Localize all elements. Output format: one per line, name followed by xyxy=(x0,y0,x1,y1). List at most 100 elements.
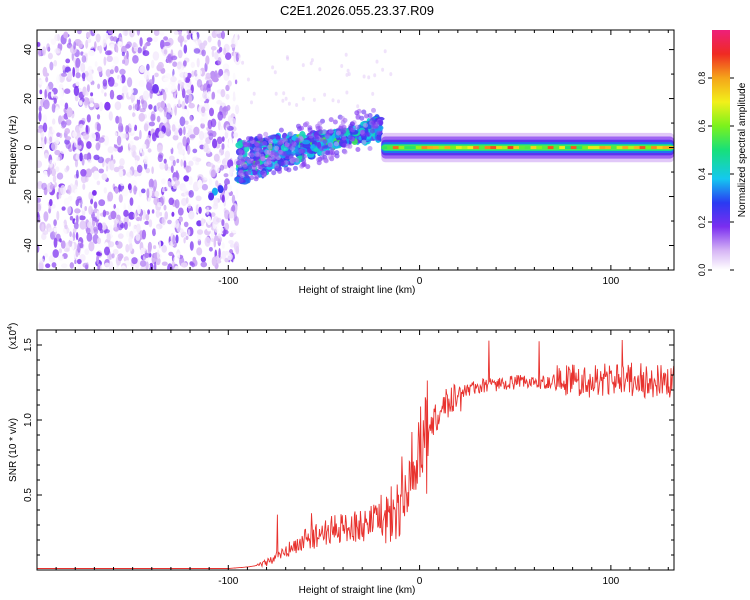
spectrogram-cell xyxy=(305,164,311,170)
spectrogram-cell xyxy=(306,148,312,154)
snr-ytick-label: 1.0 xyxy=(23,413,34,427)
spectrogram-cell xyxy=(120,182,125,186)
spectrogram-cell xyxy=(231,194,236,204)
spectrogram-cell xyxy=(130,145,137,152)
spectrogram-cell xyxy=(158,106,164,114)
snr-ytick-label: 0.5 xyxy=(23,488,34,502)
spectrogram-cell xyxy=(101,173,108,181)
spectrogram-cell xyxy=(616,146,623,150)
spectrogram-cell xyxy=(140,247,144,256)
spectrogram-cell xyxy=(152,51,160,61)
spectrogram-cell xyxy=(576,146,583,150)
spectrogram-cell xyxy=(301,158,307,163)
spectrogram-cell xyxy=(271,65,275,70)
spectrogram-cell xyxy=(148,79,154,84)
spectrogram-cell xyxy=(123,202,126,213)
spectrogram-cell xyxy=(128,221,132,227)
spectrogram-cell xyxy=(86,232,93,242)
spectrogram-cell xyxy=(57,255,65,261)
spectrogram-cell xyxy=(373,123,378,129)
spectrogram-cell xyxy=(66,107,73,118)
spectrogram-cell xyxy=(147,209,151,215)
spectrogram-cell xyxy=(49,61,54,71)
spectrogram-cell xyxy=(217,185,224,194)
spectrogram-cell xyxy=(98,168,104,174)
spectrogram-cell xyxy=(181,100,186,110)
spectrogram-cell xyxy=(37,244,40,253)
spectrogram-cell xyxy=(143,155,149,165)
spectrogram-cell xyxy=(73,41,76,50)
spectrogram-cell xyxy=(211,187,218,196)
spectrogram-cell xyxy=(189,115,193,123)
spectrogram-cell xyxy=(107,146,114,154)
spectrogram-cell xyxy=(188,176,193,186)
spectrogram-cell xyxy=(381,146,388,150)
spectrogram-cell xyxy=(109,43,115,49)
spectrogram-cell xyxy=(186,72,192,79)
colorbar-tick-label: 0.6 xyxy=(697,120,707,133)
spectrogram-cell xyxy=(259,170,265,176)
snr-ytick-label: 1.5 xyxy=(23,338,34,352)
spectrogram-ytick-label: -20 xyxy=(23,189,34,204)
spectrogram-cell xyxy=(183,82,191,90)
spectrogram-cell xyxy=(309,61,313,66)
spectrogram-cell xyxy=(110,154,114,161)
spectrogram-cell xyxy=(170,76,177,83)
spectrogram-cell xyxy=(174,131,178,136)
spectrogram-cell xyxy=(179,116,186,127)
spectrogram-cell xyxy=(152,228,156,237)
spectrogram-cell xyxy=(208,192,215,201)
spectrogram-cell xyxy=(161,178,166,185)
spectrogram-cell xyxy=(37,160,43,168)
spectrogram-cell xyxy=(258,149,264,154)
spectrogram-cell xyxy=(177,35,184,43)
spectrogram-cell xyxy=(65,58,71,64)
spectrogram-cell xyxy=(219,125,223,131)
spectrogram-cell xyxy=(121,188,129,197)
spectrogram-cell xyxy=(327,142,333,148)
spectrogram-cell xyxy=(119,68,126,75)
spectrogram-cell xyxy=(77,242,81,253)
spectrogram-cell xyxy=(341,135,347,141)
spectrogram-cell xyxy=(301,139,311,145)
spectrogram-cell xyxy=(185,165,192,173)
snr-xtick-label: 100 xyxy=(603,576,620,587)
snr-marks xyxy=(37,339,674,569)
spectrogram-cell xyxy=(189,241,194,251)
spectrogram-cell xyxy=(99,45,103,54)
spectrogram-cell xyxy=(172,234,176,245)
spectrogram-cell xyxy=(375,59,379,64)
spectrogram-cell xyxy=(192,148,198,154)
spectrogram-cell xyxy=(103,135,110,146)
spectrogram-cell xyxy=(44,136,47,145)
spectrogram-cell xyxy=(126,50,129,60)
spectrogram-cell xyxy=(163,116,167,124)
spectrogram-cell xyxy=(164,163,169,171)
spectrogram-cell xyxy=(192,32,197,40)
spectrogram-cell xyxy=(383,49,387,54)
spectrogram-cell xyxy=(198,206,202,214)
spectrogram-cell xyxy=(128,242,133,252)
spectrogram-cell xyxy=(421,146,428,150)
spectrogram-cell xyxy=(112,56,119,65)
spectrogram-ytick-label: 20 xyxy=(23,93,34,105)
spectrogram-cell xyxy=(128,211,135,220)
colorbar: 0.0 0.2 0.4 0.6 0.8 Normalized spectral ampl… xyxy=(697,30,748,276)
spectrogram-cell xyxy=(128,122,135,129)
spectrogram-cell xyxy=(217,111,224,121)
spectrogram-cell xyxy=(41,182,48,191)
spectrogram-cell xyxy=(77,30,82,35)
spectrogram-cell xyxy=(139,260,147,267)
spectrogram-cell xyxy=(88,241,95,252)
spectrogram-cell xyxy=(200,217,205,227)
spectrogram-cell xyxy=(174,105,177,116)
spectrogram-cell xyxy=(197,174,204,180)
spectrogram-cell xyxy=(265,136,270,141)
spectrogram-cell xyxy=(340,64,344,68)
spectrogram-cell xyxy=(362,74,366,79)
spectrogram-cell xyxy=(117,255,123,262)
spectrogram-cell xyxy=(132,55,139,64)
spectrogram-cell xyxy=(314,136,320,142)
spectrogram-cell xyxy=(79,220,87,230)
